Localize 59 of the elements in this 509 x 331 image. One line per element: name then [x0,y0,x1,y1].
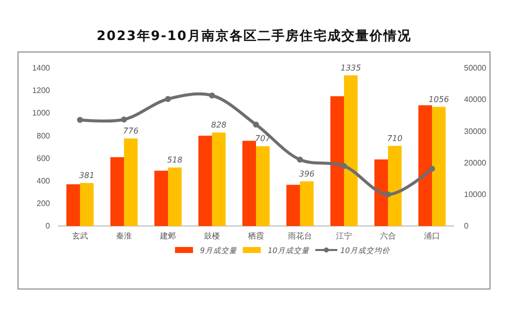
point [253,122,259,128]
bar [66,184,80,226]
y2-tick-label: 0 [464,222,469,231]
bar [286,184,300,226]
y-tick-label: 800 [36,131,51,140]
data-label: 1056 [428,94,449,104]
x-tick-label: 玄武 [72,232,88,241]
bar [374,159,388,226]
bar [154,170,168,226]
y-tick-label: 600 [36,154,51,163]
x-tick-label: 江宁 [336,232,352,241]
bar [256,146,270,226]
point [121,116,127,123]
y-tick-label: 0 [46,222,51,231]
bar [212,132,226,226]
point [341,162,347,169]
y2-tick-label: 50000 [464,64,487,73]
x-tick-label: 六合 [380,232,396,241]
bar [388,146,402,226]
bar [124,138,138,226]
bar [344,75,358,226]
y-tick-label: 400 [36,176,51,186]
point [429,166,435,172]
x-tick-label: 浦口 [424,232,440,241]
y2-tick-label: 40000 [464,95,487,104]
point [385,191,391,198]
bar [110,157,124,226]
x-tick-label: 建邺 [159,232,176,241]
bar [418,105,432,226]
y2-tick-label: 10000 [464,190,487,199]
bar [300,181,314,226]
bar [168,168,182,226]
data-label: 1335 [340,63,361,72]
y-tick-label: 1400 [32,64,51,73]
point [77,116,83,123]
data-label: 518 [167,156,182,165]
point [297,156,303,163]
point [209,92,215,98]
x-tick-label: 鼓楼 [204,232,220,241]
y-tick-label: 1200 [32,86,51,96]
bar [330,96,344,226]
y-tick-label: 1000 [32,108,51,118]
bar [432,106,446,226]
point [165,96,171,102]
bar [80,183,94,226]
chart-title: 2023年9-10月南京各区二手房住宅成交量价情况 [96,28,412,44]
data-label: 776 [123,126,138,136]
data-label: 381 [79,171,94,180]
y2-tick-label: 20000 [464,158,487,168]
x-tick-label: 秦淮 [116,232,132,241]
x-tick-label: 雨花台 [288,232,312,241]
y-tick-label: 200 [36,198,51,208]
x-tick-label: 栖霞 [247,232,264,241]
bar [242,140,256,226]
data-label: 710 [387,134,402,143]
data-label: 828 [211,120,226,130]
data-label: 396 [299,169,314,178]
bar [198,136,212,226]
y2-tick-label: 30000 [464,126,487,136]
